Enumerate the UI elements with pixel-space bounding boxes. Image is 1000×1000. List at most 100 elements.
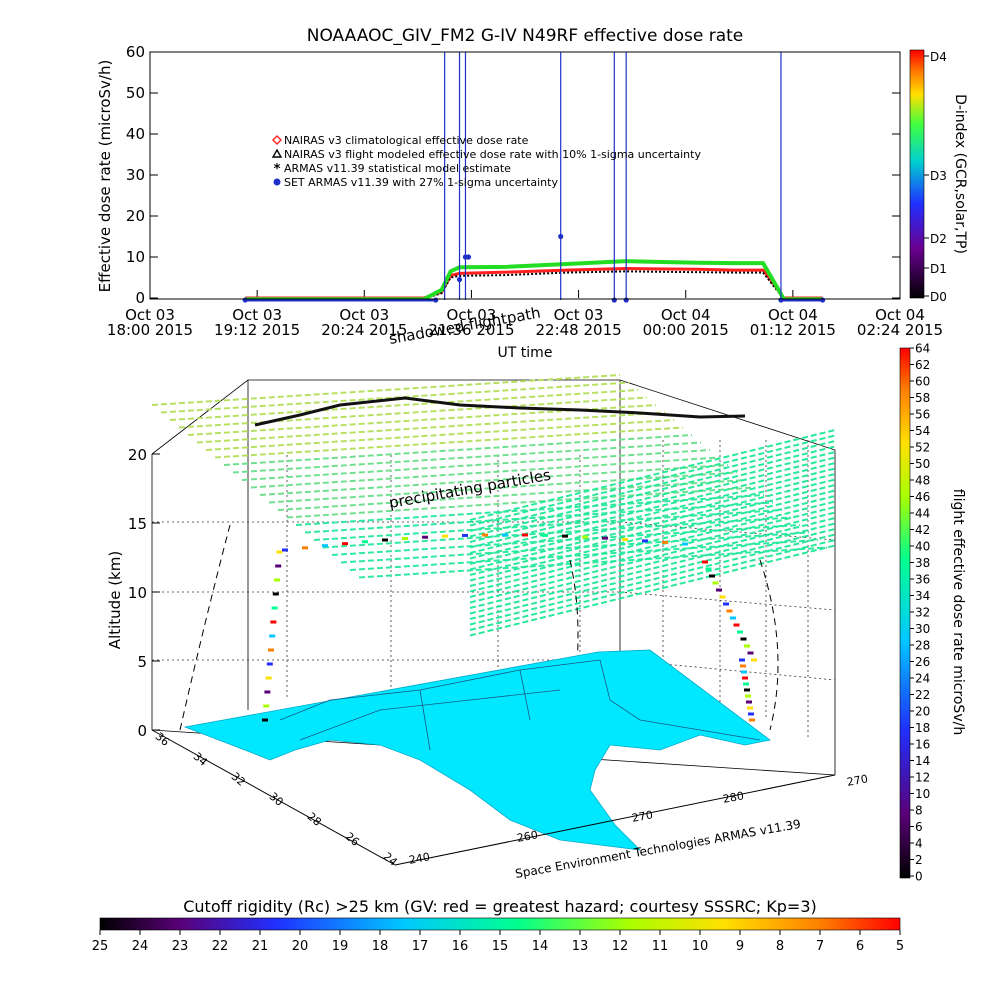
flight-track-point (709, 574, 715, 578)
longitude-ticks: 240 260 270 280 270 (394, 772, 869, 867)
top-y-axis-label: Effective dose rate (microSv/h) (96, 60, 114, 293)
flight-track-point (751, 658, 757, 662)
altitude-tick-label: 15 (128, 515, 147, 533)
top-x-tick-label-time: 19:12 2015 (214, 321, 300, 339)
latitude-tick-label: 28 (305, 810, 324, 829)
rigidity-tick-label: 7 (816, 939, 824, 954)
dose-rate-colorbar-ticks: 0246810121416182022242628303234363840424… (910, 342, 930, 884)
flight-track-point (502, 533, 508, 537)
flight-track-point (740, 664, 746, 668)
flight-track-point (302, 546, 308, 550)
dose-rate-tick-label: 38 (915, 556, 930, 570)
dose-rate-tick-label: 44 (915, 507, 930, 521)
dose-rate-tick-label: 54 (915, 424, 930, 438)
flight-track-point (582, 535, 588, 539)
flight-track-point (264, 690, 271, 694)
particle-hatch-line (469, 500, 836, 593)
dose-rate-tick-label: 16 (915, 738, 930, 752)
rigidity-tick-label: 25 (92, 939, 109, 954)
rigidity-tick-label: 9 (736, 939, 744, 954)
dose-rate-tick-label: 20 (915, 705, 930, 719)
top-x-tick-label-date: Oct 03 (554, 306, 604, 324)
legend-label: ARMAS v11.39 statistical model estimate (284, 162, 511, 175)
flight-track-point (642, 539, 648, 543)
flight-track-point (740, 637, 747, 641)
rigidity-tick-label: 16 (452, 939, 469, 954)
flight-track-point (265, 676, 272, 680)
particle-hatch-line (469, 506, 836, 598)
rigidity-colorbar-title: Cutoff rigidity (Rc) >25 km (GV: red = g… (183, 897, 817, 916)
latitude-axis (151, 729, 396, 866)
particle-hatch-line (469, 478, 836, 571)
particle-hatch-line (469, 484, 836, 576)
d-index-colorbar-label: D-index (GCR,solar,TP) (952, 94, 968, 254)
d-index-tick-label: D4 (930, 50, 947, 64)
top-y-tick-label: 30 (126, 166, 145, 184)
top-y-tick-label: 60 (126, 43, 145, 61)
particle-hatch-line (286, 486, 756, 519)
flight-track-point (542, 533, 548, 537)
flight-track-point (716, 588, 722, 592)
particle-hatch-line (322, 516, 792, 549)
dose-rate-tick-label: 36 (915, 573, 930, 587)
rigidity-tick-label: 14 (532, 939, 549, 954)
dose-rate-tick-label: 28 (915, 639, 930, 653)
dose-rate-tick-label: 32 (915, 606, 930, 620)
dose-rate-tick-label: 0 (915, 870, 923, 884)
rigidity-tick-label: 8 (776, 939, 784, 954)
particle-hatch-line (277, 479, 747, 511)
longitude-tick-label: 260 (516, 828, 539, 844)
rigidity-colorbar-ticks: 25 24 23 22 21 20 19 18 17 16 15 14 13 12 11 10 9 8 7 6 5 (92, 930, 904, 954)
legend-marker-dot (273, 178, 281, 186)
flight-track-point (322, 544, 328, 548)
flight-track-point (747, 651, 754, 655)
flight-track-projection (254, 396, 746, 427)
dose-rate-tick-label: 62 (915, 358, 930, 372)
flight-track-point (274, 578, 280, 582)
rigidity-tick-label: 24 (132, 939, 149, 954)
legend-marker-triangle (271, 148, 283, 158)
dose-rate-tick-label: 18 (915, 721, 930, 735)
top-x-tick-label-time: 02:24 2015 (857, 321, 943, 339)
dose-rate-tick-label: 26 (915, 655, 930, 669)
d-index-colorbar (909, 49, 925, 299)
rigidity-colorbar (99, 917, 901, 931)
top-y-tick-label: 0 (135, 289, 145, 307)
rigidity-tick-label: 21 (252, 939, 269, 954)
particle-hatch-line (295, 494, 765, 526)
rigidity-tick-label: 12 (612, 939, 629, 954)
particle-hatch-line (331, 524, 801, 556)
top-legend: NAIRAS v3 climatological effective dose … (271, 134, 701, 189)
top-y-tick-label: 20 (126, 207, 145, 225)
particle-hatch-line (304, 501, 774, 534)
rigidity-tick-label: 15 (492, 939, 509, 954)
longitude-tick-label: 270 (846, 772, 869, 788)
flight-track-point (749, 718, 755, 722)
dose-rate-tick-label: 10 (915, 787, 930, 801)
top-x-tick-label-time: 20:24 2015 (321, 321, 407, 339)
dose-rate-tick-label: 64 (915, 342, 930, 356)
particle-hatch-line (232, 441, 702, 474)
flight-track-point (705, 567, 712, 571)
flight-track-point (270, 620, 277, 624)
legend-marker-diamond (272, 135, 282, 145)
dose-rate-tick-label: 30 (915, 622, 930, 636)
series-line-1 (245, 270, 823, 300)
top-x-tick-label-time: 22:48 2015 (535, 321, 621, 339)
flight-track-point (262, 718, 268, 722)
flight-track-point (719, 595, 726, 599)
dose-rate-tick-label: 60 (915, 375, 930, 389)
latitude-tick-label: 26 (343, 830, 362, 849)
rigidity-tick-label: 5 (896, 939, 904, 954)
top-plot-series (242, 52, 826, 303)
particle-hatch-line (178, 396, 648, 429)
particle-hatch-line (469, 539, 836, 631)
flight-track-point (275, 564, 282, 568)
rigidity-tick-label: 23 (172, 939, 189, 954)
flight-track-point (733, 623, 740, 627)
top-x-tick-label-date: Oct 04 (875, 306, 925, 324)
top-x-axis-label: UT time (498, 345, 553, 361)
top-x-tick-label-date: Oct 04 (661, 306, 711, 324)
